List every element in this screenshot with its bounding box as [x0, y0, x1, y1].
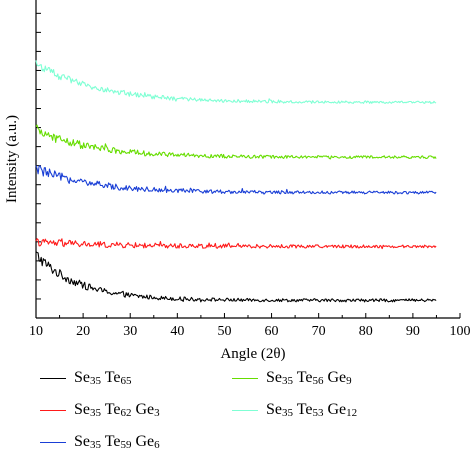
series-line-Se35Te56Ge9	[35, 124, 437, 160]
x-tick-label-100: 100	[450, 324, 471, 339]
x-tick-label-60: 60	[265, 324, 279, 339]
x-axis-title: Angle (2θ)	[220, 346, 285, 362]
x-tick-label-20: 20	[76, 324, 90, 339]
y-axis-title: Intensity (a.u.)	[4, 115, 20, 203]
x-tick-label-90: 90	[406, 324, 420, 339]
series-line-Se35Te62Ge3	[35, 238, 437, 250]
series-line-Se35Te59Ge6	[35, 165, 437, 195]
x-tick-label-80: 80	[359, 324, 373, 339]
x-tick-label-50: 50	[217, 324, 231, 339]
x-tick-label-40: 40	[170, 324, 184, 339]
series-line-Se35Te65	[35, 251, 437, 303]
x-tick-label-70: 70	[312, 324, 326, 339]
x-tick-label-10: 10	[29, 324, 43, 339]
series-line-Se35Te53Ge12	[35, 60, 437, 105]
x-tick-label-30: 30	[123, 324, 137, 339]
